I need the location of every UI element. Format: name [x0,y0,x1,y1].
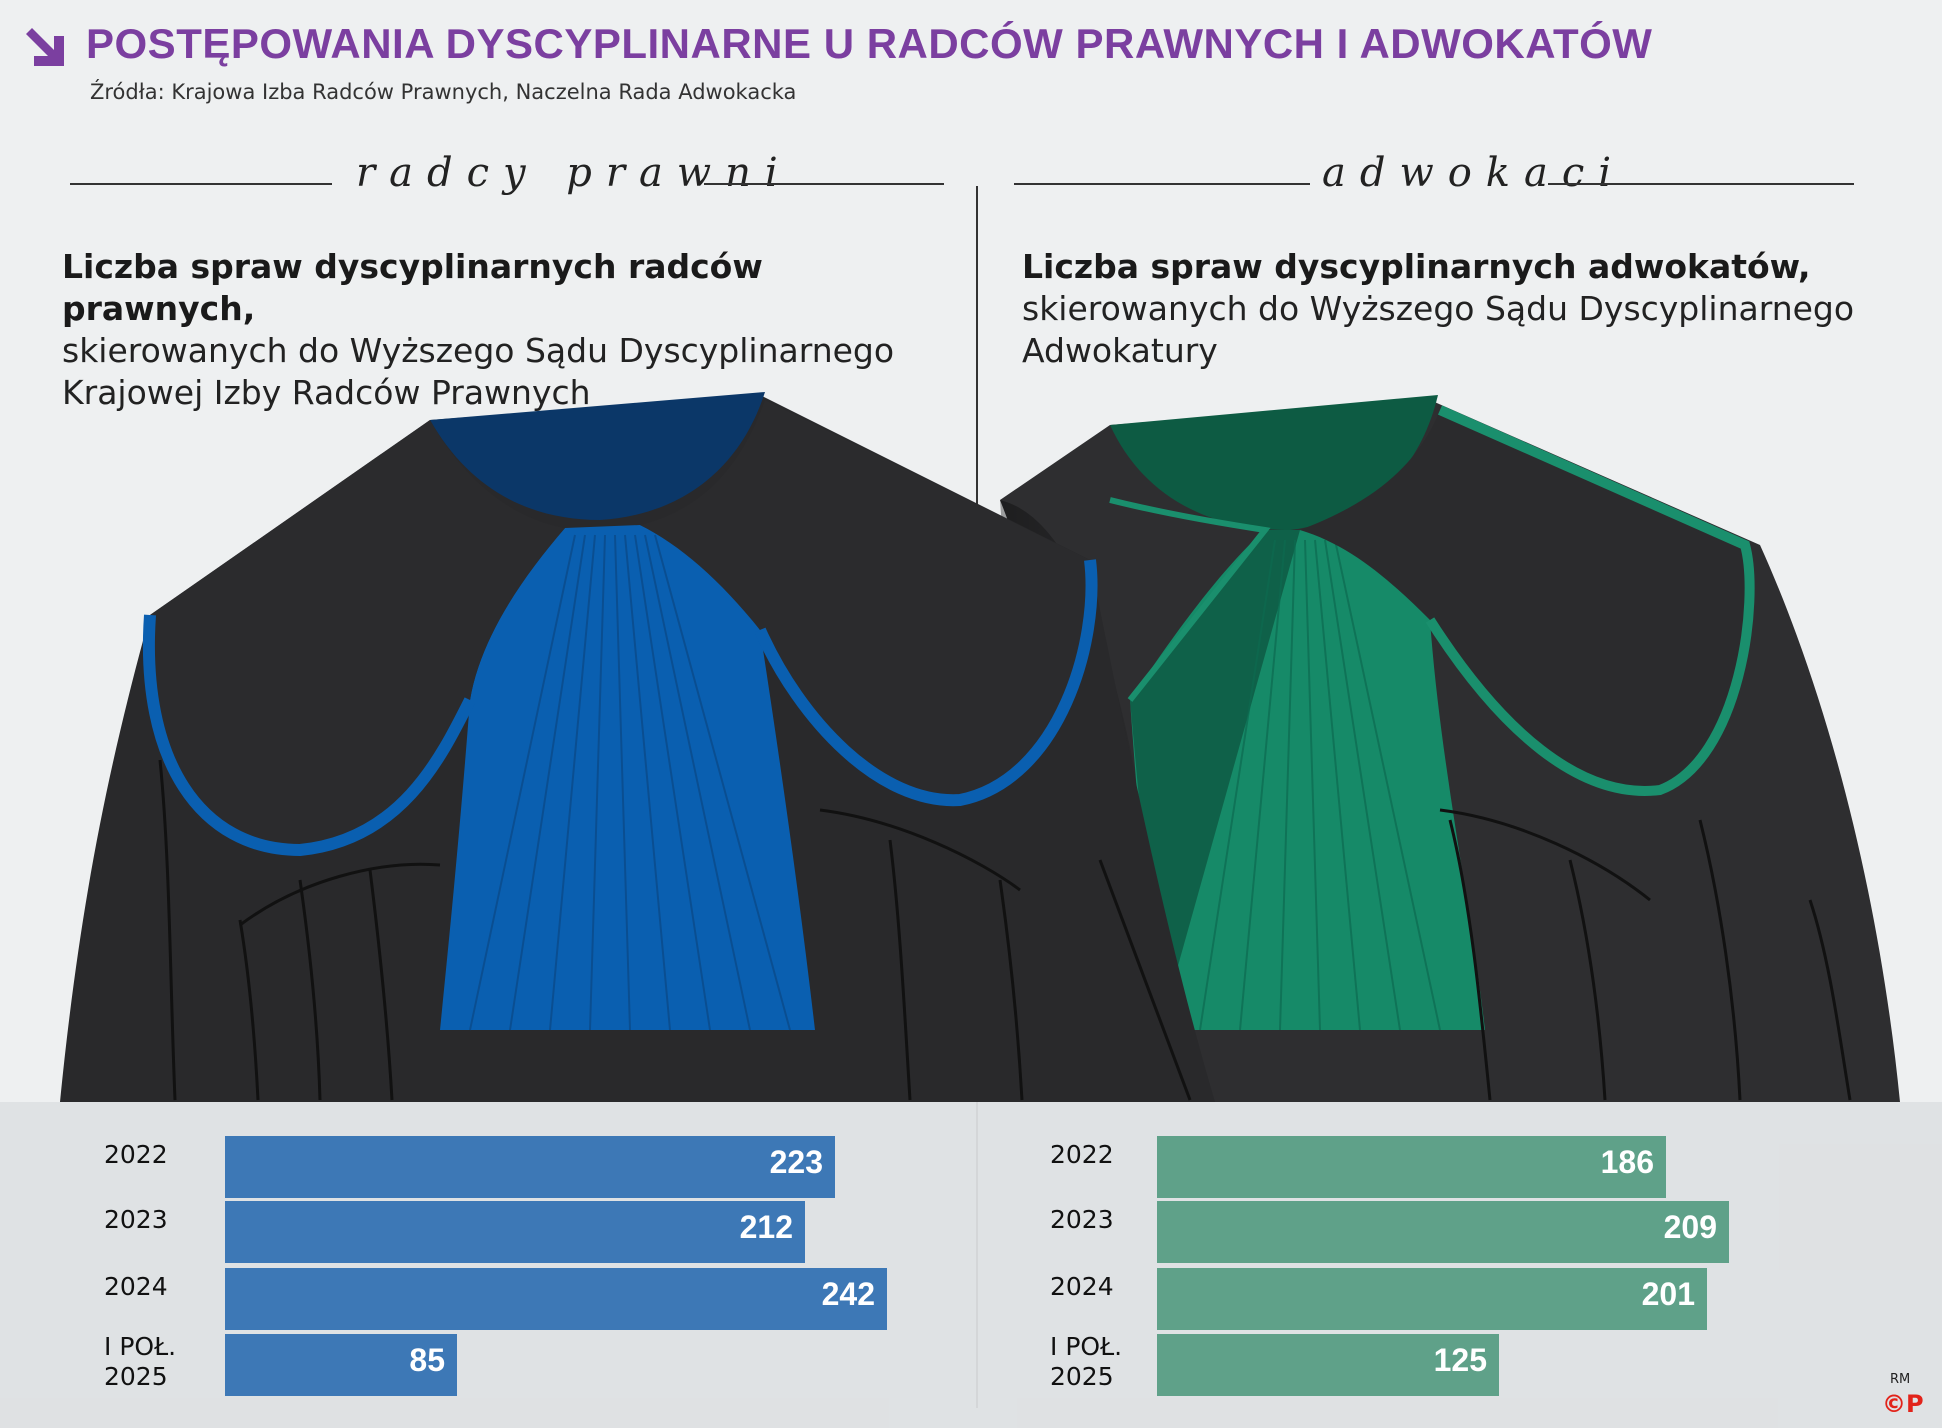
section-label-left: radcy prawni [356,150,792,196]
subtitle-right: Liczba spraw dyscyplinarnych adwokatów, … [1022,246,1902,372]
subtitle-right-line2: Adwokatury [1022,331,1218,370]
robe-left [60,392,1215,1102]
right-rule-a [1014,183,1310,185]
page-title: POSTĘPOWANIA DYSCYPLINARNE U RADCÓW PRAW… [86,20,1653,67]
subtitle-left-bold: Liczba spraw dyscyplinarnych radców praw… [62,247,763,328]
subtitle-left: Liczba spraw dyscyplinarnych radców praw… [62,246,942,414]
robe-right [1000,395,1900,1102]
left-rule-b [704,183,944,185]
data-label-left-2: 242 [821,1276,875,1312]
data-label-right-0: 186 [1600,1144,1654,1180]
subtitle-left-line2: Krajowej Izby Radców Prawnych [62,373,591,412]
bar-left-1: 212 [225,1201,805,1263]
bar-left-2: 242 [225,1268,887,1330]
data-label-right-1: 209 [1663,1209,1717,1245]
publisher-logo: ©P [1882,1390,1924,1418]
tick-label-right-1: 2023 [1050,1205,1114,1234]
bar-right-1: 209 [1157,1201,1729,1263]
bar-right-0: 186 [1157,1136,1666,1198]
tick-label-left-1: 2023 [104,1205,168,1234]
data-label-right-2: 201 [1641,1276,1695,1312]
subtitle-right-bold: Liczba spraw dyscyplinarnych adwokatów, [1022,247,1811,286]
data-label-right-3: 125 [1433,1342,1487,1378]
tick-label-left-0: 2022 [104,1140,168,1169]
data-label-left-3: 85 [409,1342,445,1378]
subtitle-right-line1: skierowanych do Wyższego Sądu Dyscyplina… [1022,289,1855,328]
right-rule-b [1548,183,1854,185]
tick-label-right-2: 2024 [1050,1272,1114,1301]
data-label-left-1: 212 [739,1209,793,1245]
tick-label-left-2: 2024 [104,1272,168,1301]
bar-left-0: 223 [225,1136,835,1198]
subtitle-left-line1: skierowanych do Wyższego Sądu Dyscyplina… [62,331,895,370]
tick-label-left-3: I POŁ. 2025 [104,1332,177,1391]
source-note: Źródła: Krajowa Izba Radców Prawnych, Na… [90,80,797,104]
left-rule-a [70,183,332,185]
tick-label-right-0: 2022 [1050,1140,1114,1169]
arrow-down-right-icon [26,28,64,66]
bar-left-3: 85 [225,1334,457,1396]
section-label-right: adwokaci [1322,150,1626,196]
bar-right-2: 201 [1157,1268,1707,1330]
bar-right-3: 125 [1157,1334,1499,1396]
author-credit: RM [1890,1372,1911,1387]
robes-illustration [60,392,1900,1102]
data-label-left-0: 223 [769,1144,823,1180]
tick-label-right-3: I POŁ. 2025 [1050,1332,1123,1391]
